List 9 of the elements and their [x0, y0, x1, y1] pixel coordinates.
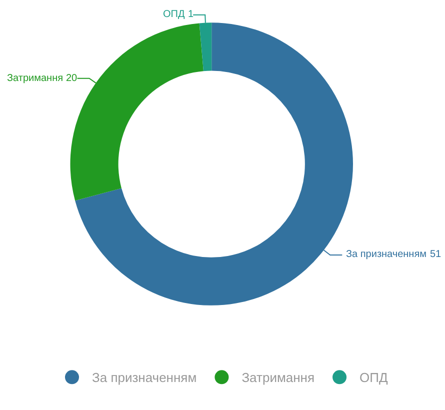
legend-label: ОПД	[360, 370, 388, 386]
slice-label: Затримання	[7, 73, 64, 84]
legend-label: Затримання	[242, 370, 315, 386]
data-label: 20	[66, 73, 78, 84]
legend-label: За призначенням	[92, 370, 197, 386]
data-label: 1	[188, 9, 194, 20]
slice-label: ОПД	[163, 9, 185, 20]
data-label: 51	[430, 249, 442, 260]
slice-label: За призначенням	[346, 249, 427, 260]
